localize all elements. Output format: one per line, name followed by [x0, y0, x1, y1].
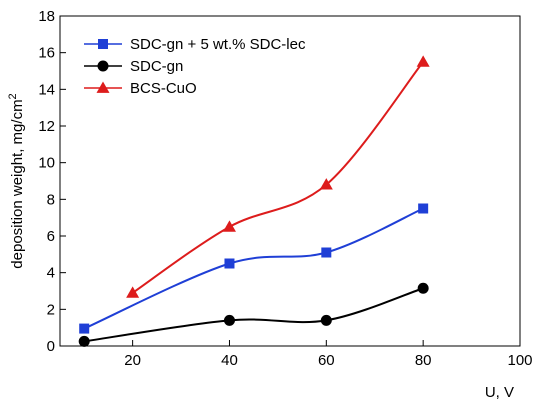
x-axis: 20 40 60 80 100	[124, 340, 533, 369]
legend-marker	[96, 81, 110, 93]
series-2-point	[222, 220, 236, 232]
x-axis-title: U, V	[485, 384, 514, 401]
y-tick-label: 0	[47, 338, 55, 355]
series-1-point	[223, 314, 235, 326]
series-line-1	[84, 287, 424, 343]
series-lines	[83, 61, 424, 343]
series-0-point	[224, 258, 235, 269]
legend-marker	[97, 60, 109, 72]
legend-marker	[98, 39, 108, 49]
series-2-point	[416, 55, 430, 67]
x-tick-label: 60	[318, 352, 335, 369]
x-tick-label: 40	[221, 352, 238, 369]
y-axis-title-superscript: 2	[7, 93, 19, 99]
legend: SDC-gn + 5 wt.% SDC-lec SDC-gn BCS-CuO	[84, 36, 306, 97]
y-tick-label: 10	[38, 155, 55, 172]
y-tick-label: 4	[47, 265, 55, 282]
y-tick-label: 16	[38, 45, 55, 62]
y-tick-label: 12	[38, 118, 55, 135]
y-tick-label: 14	[38, 81, 55, 98]
series-1-point	[78, 335, 90, 347]
y-axis-title: deposition weight, mg/cm2	[7, 93, 26, 268]
y-axis-title-text: deposition weight, mg/cm	[9, 99, 26, 268]
series-0-point	[321, 247, 332, 258]
y-tick-label: 2	[47, 301, 55, 318]
legend-label: BCS-CuO	[130, 80, 197, 97]
series-2-point	[126, 286, 140, 298]
series-0-point	[79, 323, 90, 334]
y-tick-label: 18	[38, 8, 55, 25]
x-tick-label: 100	[507, 352, 532, 369]
x-tick-label: 20	[124, 352, 141, 369]
series-line-0	[83, 207, 424, 330]
series-markers	[78, 55, 430, 347]
y-tick-label: 6	[47, 228, 55, 245]
y-tick-label: 8	[47, 191, 55, 208]
y-axis: 0 2 4 6 8 10 12 14 16 18	[38, 8, 66, 355]
series-2-point	[319, 178, 333, 190]
series-line-2	[132, 61, 424, 294]
plot-frame	[59, 15, 521, 347]
series-0-point	[418, 203, 429, 214]
x-tick-label: 80	[415, 352, 432, 369]
legend-label: SDC-gn + 5 wt.% SDC-lec	[130, 36, 306, 53]
series-1-point	[417, 282, 429, 294]
series-1-point	[320, 314, 332, 326]
legend-label: SDC-gn	[130, 58, 183, 75]
